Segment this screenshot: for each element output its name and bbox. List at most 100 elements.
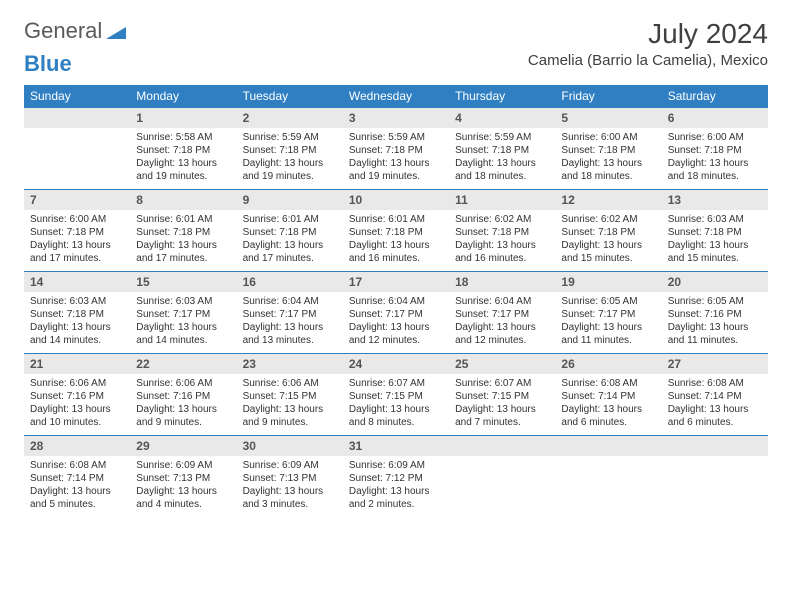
sunset-text: Sunset: 7:17 PM bbox=[561, 308, 655, 321]
calendar-cell: 29Sunrise: 6:09 AMSunset: 7:13 PMDayligh… bbox=[130, 436, 236, 518]
day-number: 16 bbox=[237, 272, 343, 292]
calendar-cell: 27Sunrise: 6:08 AMSunset: 7:14 PMDayligh… bbox=[662, 354, 768, 436]
calendar-cell: 3Sunrise: 5:59 AMSunset: 7:18 PMDaylight… bbox=[343, 108, 449, 190]
sunset-text: Sunset: 7:18 PM bbox=[455, 226, 549, 239]
day-number: 6 bbox=[662, 108, 768, 128]
calendar-cell bbox=[449, 436, 555, 518]
daylight-text: Daylight: 13 hours and 11 minutes. bbox=[668, 321, 762, 347]
day-number: 8 bbox=[130, 190, 236, 210]
daylight-text: Daylight: 13 hours and 3 minutes. bbox=[243, 485, 337, 511]
sunset-text: Sunset: 7:18 PM bbox=[243, 226, 337, 239]
sunrise-text: Sunrise: 6:09 AM bbox=[243, 459, 337, 472]
day-body: Sunrise: 6:09 AMSunset: 7:12 PMDaylight:… bbox=[343, 456, 449, 517]
day-body bbox=[555, 456, 661, 465]
calendar-cell: 16Sunrise: 6:04 AMSunset: 7:17 PMDayligh… bbox=[237, 272, 343, 354]
calendar-row: 28Sunrise: 6:08 AMSunset: 7:14 PMDayligh… bbox=[24, 436, 768, 518]
day-body: Sunrise: 6:08 AMSunset: 7:14 PMDaylight:… bbox=[555, 374, 661, 435]
daylight-text: Daylight: 13 hours and 17 minutes. bbox=[30, 239, 124, 265]
day-number: 27 bbox=[662, 354, 768, 374]
calendar-row: 7Sunrise: 6:00 AMSunset: 7:18 PMDaylight… bbox=[24, 190, 768, 272]
sunset-text: Sunset: 7:18 PM bbox=[30, 308, 124, 321]
day-number: 18 bbox=[449, 272, 555, 292]
sunset-text: Sunset: 7:15 PM bbox=[243, 390, 337, 403]
sunset-text: Sunset: 7:15 PM bbox=[349, 390, 443, 403]
daylight-text: Daylight: 13 hours and 17 minutes. bbox=[136, 239, 230, 265]
day-number: 2 bbox=[237, 108, 343, 128]
day-body: Sunrise: 6:00 AMSunset: 7:18 PMDaylight:… bbox=[24, 210, 130, 271]
sunrise-text: Sunrise: 6:06 AM bbox=[243, 377, 337, 390]
weekday-header-row: SundayMondayTuesdayWednesdayThursdayFrid… bbox=[24, 85, 768, 108]
daylight-text: Daylight: 13 hours and 2 minutes. bbox=[349, 485, 443, 511]
sunrise-text: Sunrise: 6:04 AM bbox=[455, 295, 549, 308]
day-number: 13 bbox=[662, 190, 768, 210]
month-title: July 2024 bbox=[528, 18, 768, 50]
sunrise-text: Sunrise: 6:00 AM bbox=[668, 131, 762, 144]
day-body: Sunrise: 6:03 AMSunset: 7:18 PMDaylight:… bbox=[662, 210, 768, 271]
weekday-header: Sunday bbox=[24, 85, 130, 108]
calendar-cell: 12Sunrise: 6:02 AMSunset: 7:18 PMDayligh… bbox=[555, 190, 661, 272]
location-label: Camelia (Barrio la Camelia), Mexico bbox=[528, 52, 768, 69]
day-number: 22 bbox=[130, 354, 236, 374]
day-body: Sunrise: 6:03 AMSunset: 7:17 PMDaylight:… bbox=[130, 292, 236, 353]
calendar-cell: 21Sunrise: 6:06 AMSunset: 7:16 PMDayligh… bbox=[24, 354, 130, 436]
day-body: Sunrise: 6:01 AMSunset: 7:18 PMDaylight:… bbox=[130, 210, 236, 271]
sunset-text: Sunset: 7:13 PM bbox=[136, 472, 230, 485]
daylight-text: Daylight: 13 hours and 19 minutes. bbox=[349, 157, 443, 183]
day-body bbox=[662, 456, 768, 465]
sunset-text: Sunset: 7:14 PM bbox=[30, 472, 124, 485]
day-body: Sunrise: 6:02 AMSunset: 7:18 PMDaylight:… bbox=[555, 210, 661, 271]
day-number: 31 bbox=[343, 436, 449, 456]
brand-triangle-icon bbox=[106, 23, 126, 39]
sunrise-text: Sunrise: 6:08 AM bbox=[561, 377, 655, 390]
calendar-row: 21Sunrise: 6:06 AMSunset: 7:16 PMDayligh… bbox=[24, 354, 768, 436]
sunset-text: Sunset: 7:13 PM bbox=[243, 472, 337, 485]
sunset-text: Sunset: 7:17 PM bbox=[349, 308, 443, 321]
day-number bbox=[662, 436, 768, 456]
day-number: 11 bbox=[449, 190, 555, 210]
day-body: Sunrise: 5:58 AMSunset: 7:18 PMDaylight:… bbox=[130, 128, 236, 189]
day-number: 29 bbox=[130, 436, 236, 456]
day-body: Sunrise: 5:59 AMSunset: 7:18 PMDaylight:… bbox=[449, 128, 555, 189]
day-body: Sunrise: 6:03 AMSunset: 7:18 PMDaylight:… bbox=[24, 292, 130, 353]
sunset-text: Sunset: 7:18 PM bbox=[243, 144, 337, 157]
calendar-cell: 26Sunrise: 6:08 AMSunset: 7:14 PMDayligh… bbox=[555, 354, 661, 436]
sunset-text: Sunset: 7:16 PM bbox=[668, 308, 762, 321]
day-body: Sunrise: 6:05 AMSunset: 7:17 PMDaylight:… bbox=[555, 292, 661, 353]
daylight-text: Daylight: 13 hours and 4 minutes. bbox=[136, 485, 230, 511]
sunset-text: Sunset: 7:17 PM bbox=[136, 308, 230, 321]
sunset-text: Sunset: 7:18 PM bbox=[349, 144, 443, 157]
sunrise-text: Sunrise: 6:04 AM bbox=[243, 295, 337, 308]
sunrise-text: Sunrise: 6:01 AM bbox=[136, 213, 230, 226]
day-number: 12 bbox=[555, 190, 661, 210]
day-body: Sunrise: 6:08 AMSunset: 7:14 PMDaylight:… bbox=[662, 374, 768, 435]
calendar-cell: 13Sunrise: 6:03 AMSunset: 7:18 PMDayligh… bbox=[662, 190, 768, 272]
day-body: Sunrise: 6:09 AMSunset: 7:13 PMDaylight:… bbox=[130, 456, 236, 517]
sunset-text: Sunset: 7:16 PM bbox=[30, 390, 124, 403]
sunrise-text: Sunrise: 6:07 AM bbox=[455, 377, 549, 390]
day-number: 23 bbox=[237, 354, 343, 374]
daylight-text: Daylight: 13 hours and 15 minutes. bbox=[668, 239, 762, 265]
sunset-text: Sunset: 7:18 PM bbox=[136, 144, 230, 157]
day-number: 10 bbox=[343, 190, 449, 210]
day-number: 3 bbox=[343, 108, 449, 128]
sunset-text: Sunset: 7:15 PM bbox=[455, 390, 549, 403]
sunset-text: Sunset: 7:14 PM bbox=[668, 390, 762, 403]
calendar-table: SundayMondayTuesdayWednesdayThursdayFrid… bbox=[24, 85, 768, 517]
calendar-cell: 7Sunrise: 6:00 AMSunset: 7:18 PMDaylight… bbox=[24, 190, 130, 272]
calendar-cell bbox=[662, 436, 768, 518]
sunrise-text: Sunrise: 6:05 AM bbox=[668, 295, 762, 308]
day-number bbox=[24, 108, 130, 128]
calendar-cell: 4Sunrise: 5:59 AMSunset: 7:18 PMDaylight… bbox=[449, 108, 555, 190]
day-number: 20 bbox=[662, 272, 768, 292]
calendar-cell: 19Sunrise: 6:05 AMSunset: 7:17 PMDayligh… bbox=[555, 272, 661, 354]
calendar-cell: 17Sunrise: 6:04 AMSunset: 7:17 PMDayligh… bbox=[343, 272, 449, 354]
daylight-text: Daylight: 13 hours and 16 minutes. bbox=[455, 239, 549, 265]
day-number bbox=[555, 436, 661, 456]
day-number: 25 bbox=[449, 354, 555, 374]
daylight-text: Daylight: 13 hours and 16 minutes. bbox=[349, 239, 443, 265]
day-number: 19 bbox=[555, 272, 661, 292]
sunset-text: Sunset: 7:18 PM bbox=[136, 226, 230, 239]
calendar-cell: 6Sunrise: 6:00 AMSunset: 7:18 PMDaylight… bbox=[662, 108, 768, 190]
day-body: Sunrise: 6:00 AMSunset: 7:18 PMDaylight:… bbox=[662, 128, 768, 189]
day-body: Sunrise: 6:08 AMSunset: 7:14 PMDaylight:… bbox=[24, 456, 130, 517]
